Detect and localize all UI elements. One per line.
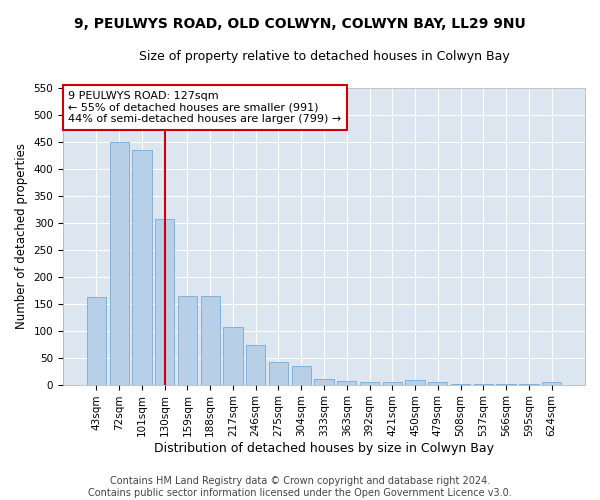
Text: 9 PEULWYS ROAD: 127sqm
← 55% of detached houses are smaller (991)
44% of semi-de: 9 PEULWYS ROAD: 127sqm ← 55% of detached… [68,90,341,124]
Y-axis label: Number of detached properties: Number of detached properties [15,143,28,329]
Bar [87,296,106,384]
Bar [406,380,425,384]
Bar [360,382,379,384]
Bar [269,362,288,384]
Text: 9, PEULWYS ROAD, OLD COLWYN, COLWYN BAY, LL29 9NU: 9, PEULWYS ROAD, OLD COLWYN, COLWYN BAY,… [74,18,526,32]
Bar [110,142,129,384]
Bar [383,382,402,384]
Bar [132,150,152,384]
Bar [542,382,561,384]
Bar [223,327,242,384]
Bar [200,296,220,384]
Bar [314,379,334,384]
Bar [246,344,265,385]
X-axis label: Distribution of detached houses by size in Colwyn Bay: Distribution of detached houses by size … [154,442,494,455]
Bar [337,382,356,384]
Title: Size of property relative to detached houses in Colwyn Bay: Size of property relative to detached ho… [139,50,509,63]
Bar [428,382,448,384]
Bar [178,296,197,384]
Bar [155,219,175,384]
Bar [292,366,311,384]
Text: Contains HM Land Registry data © Crown copyright and database right 2024.
Contai: Contains HM Land Registry data © Crown c… [88,476,512,498]
